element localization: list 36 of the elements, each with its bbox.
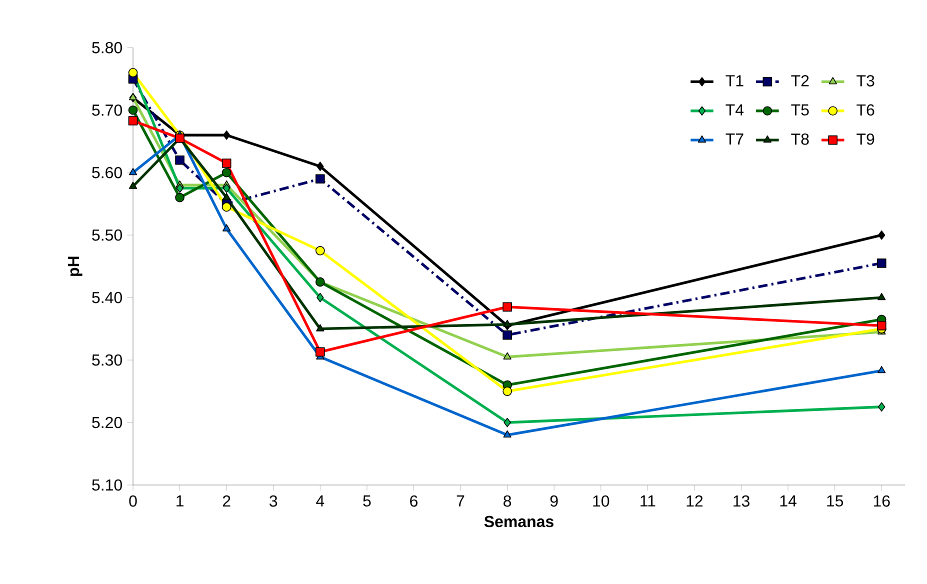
x-tick-label: 8 bbox=[504, 495, 512, 507]
y-tick-label: 5.10 bbox=[92, 479, 122, 491]
x-tick-label: 15 bbox=[827, 495, 844, 507]
x-tick-label: 2 bbox=[222, 495, 230, 507]
y-tick-label: 5.40 bbox=[92, 292, 122, 304]
x-tick-label: 13 bbox=[734, 495, 750, 507]
y-tick-label: 5.50 bbox=[92, 229, 122, 241]
legend-label: T6 bbox=[856, 104, 874, 116]
legend-label: T1 bbox=[726, 75, 744, 86]
legend-label: T8 bbox=[791, 133, 809, 145]
x-tick-label: 3 bbox=[270, 495, 278, 507]
legend-label: T9 bbox=[856, 133, 874, 145]
y-tick-label: 5.60 bbox=[92, 166, 122, 178]
x-tick-label: 11 bbox=[640, 495, 656, 506]
y-tick-label: 5.20 bbox=[92, 416, 122, 428]
x-tick-label: 1 bbox=[176, 495, 184, 506]
x-tick-label: 4 bbox=[316, 495, 324, 506]
x-tick-label: 6 bbox=[410, 495, 418, 507]
y-tick-label: 5.70 bbox=[92, 104, 122, 116]
x-tick-label: 10 bbox=[593, 495, 610, 507]
legend-label: T4 bbox=[726, 104, 744, 116]
x-tick-label: 5 bbox=[363, 495, 371, 507]
x-tick-label: 0 bbox=[129, 495, 137, 507]
x-tick-label: 16 bbox=[874, 495, 890, 507]
legend-label: T7 bbox=[726, 134, 744, 145]
x-tick-label: 7 bbox=[456, 495, 464, 506]
x-tick-label: 12 bbox=[686, 495, 703, 507]
legend-label: T5 bbox=[791, 104, 809, 116]
x-axis-title: Semanas bbox=[484, 516, 554, 528]
legend-label: T2 bbox=[791, 75, 809, 86]
x-tick-label: 14 bbox=[780, 495, 796, 506]
legend-label: T3 bbox=[856, 75, 874, 86]
x-tick-label: 9 bbox=[550, 495, 558, 507]
y-tick-label: 5.30 bbox=[92, 354, 122, 366]
y-axis-title: pH bbox=[68, 256, 82, 276]
y-tick-label: 5.80 bbox=[92, 42, 122, 54]
